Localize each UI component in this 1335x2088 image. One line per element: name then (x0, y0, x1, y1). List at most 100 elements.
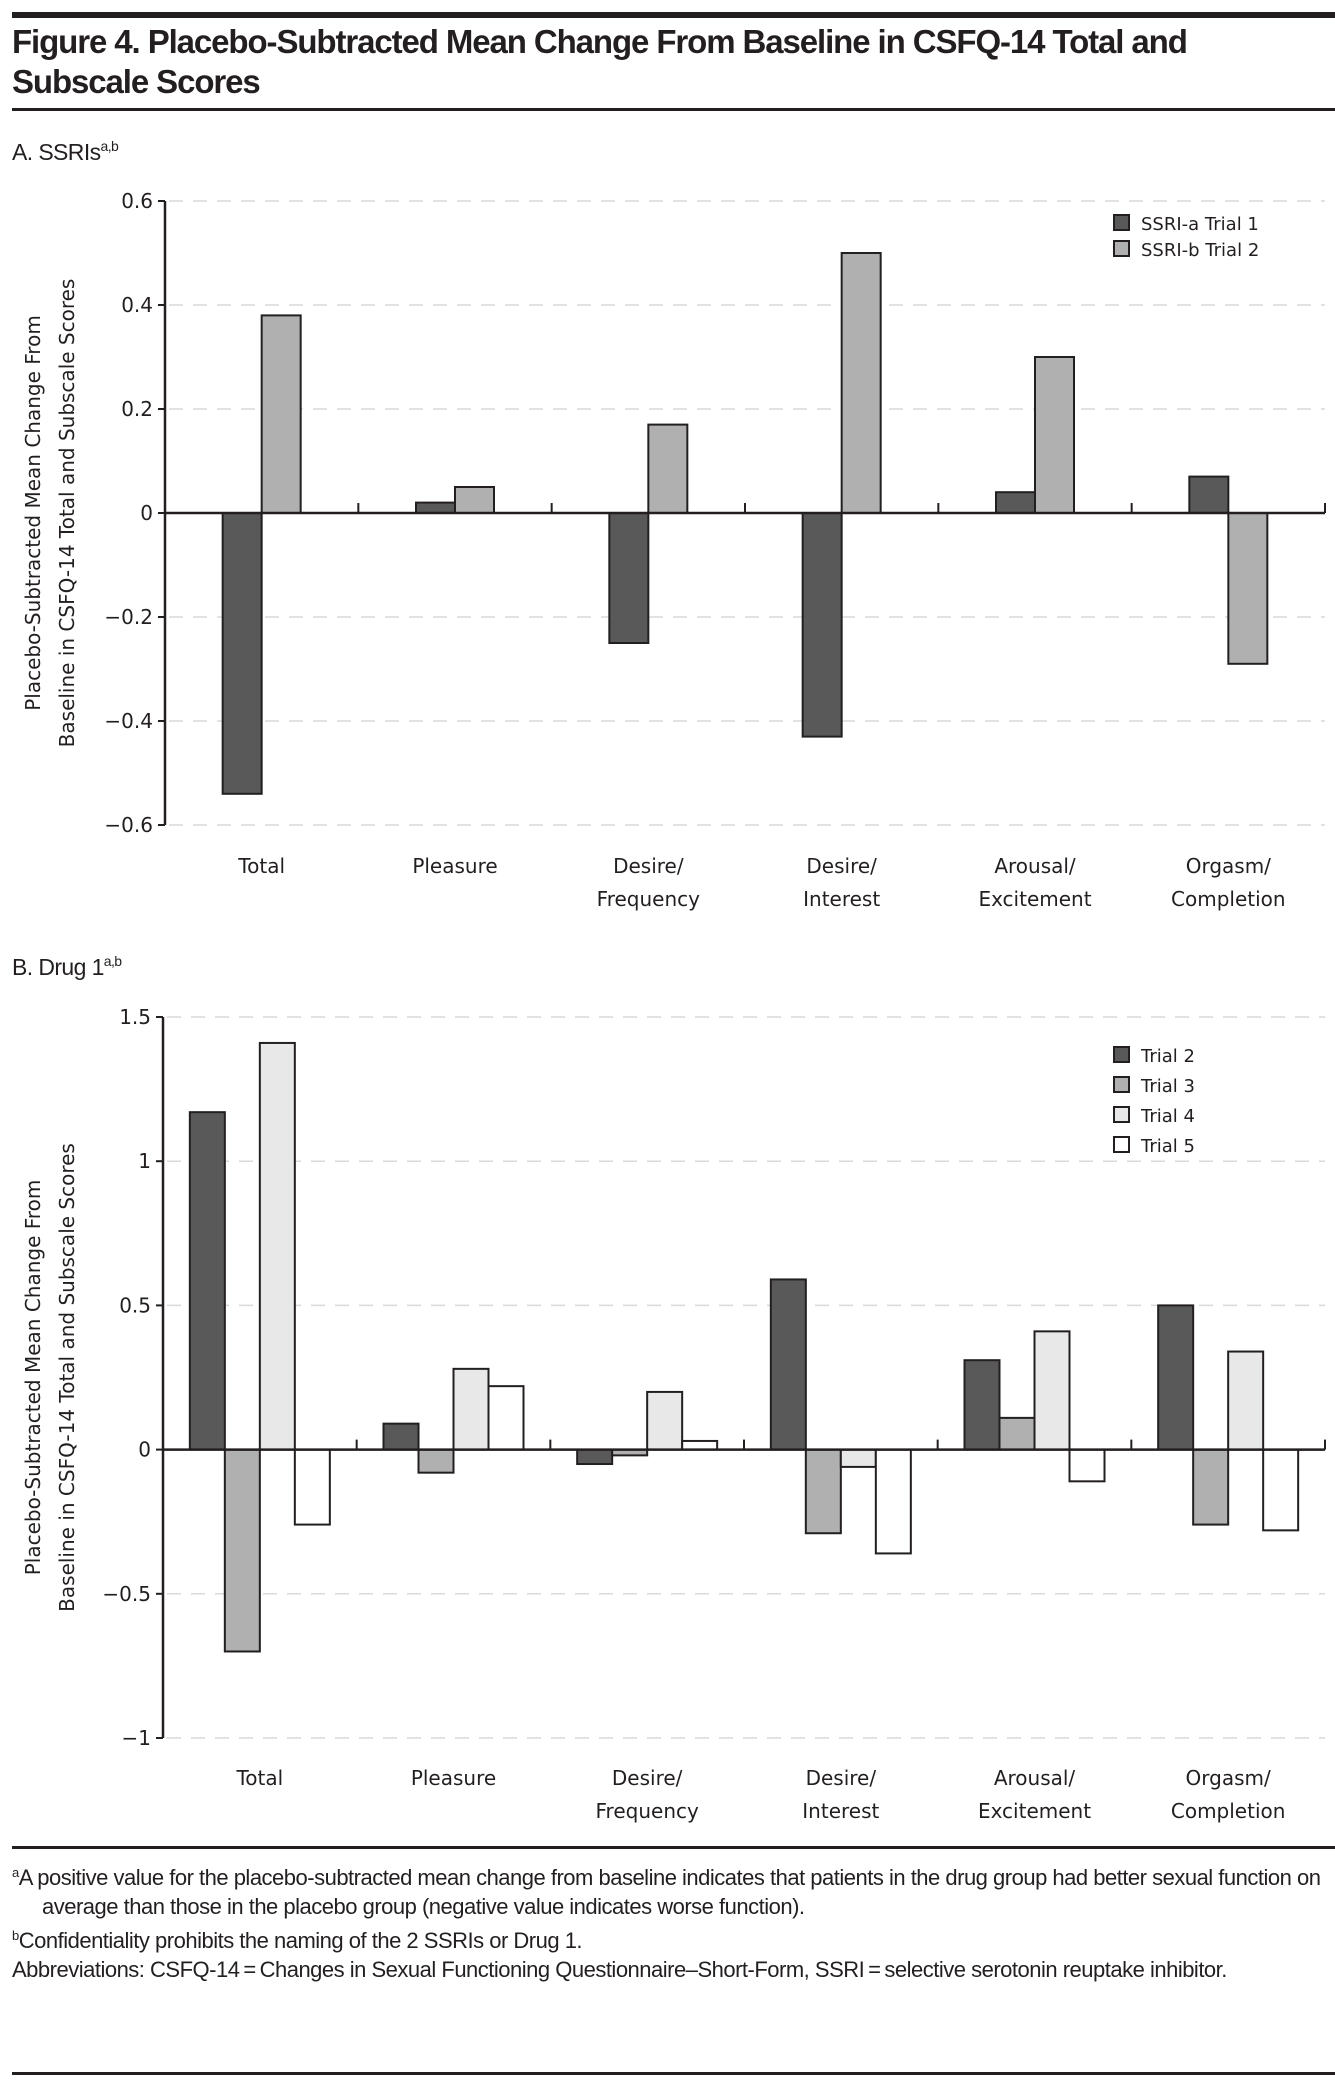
panel-b-category-label: Total (235, 1766, 283, 1790)
panel-b-label: B. Drug 1a,b (12, 953, 122, 981)
panel-a-legend-swatch (1113, 214, 1130, 231)
panel-a-y-tick-label: −0.6 (104, 813, 153, 837)
panel-a-y-tick-label: −0.4 (104, 709, 153, 733)
panel-a-y-tick-label: 0.6 (121, 189, 153, 213)
panel-b-bar-trial-2 (576, 1448, 614, 1466)
panel-a-y-tick-label: 0.2 (121, 397, 153, 421)
panel-a-bar-ssri-b-trial-2 (1227, 512, 1269, 665)
panel-a-chart: 0.6 0.4 0.2 0 −0.2 −0.4 −0.6 Placebo-Subtracted… (21, 189, 1326, 911)
panel-a-footnote-marks: a,b (100, 138, 119, 154)
footnote-b: bConfidentiality prohibits the naming of… (12, 1921, 1327, 1955)
panel-b-bar-trial-2 (382, 1422, 420, 1451)
panel-a-bar-ssri-a-trial-1 (608, 512, 650, 644)
panel-b-category-label: Frequency (596, 1799, 699, 1823)
panel-a-y-tick-label: 0.4 (121, 293, 153, 317)
panel-b-category-label: Desire/ (612, 1766, 683, 1790)
title-rule (12, 108, 1335, 111)
panel-b-y-tick-label: −0.5 (102, 1582, 151, 1606)
panel-a-category-label: Frequency (597, 887, 700, 911)
panel-a-category-label: Desire/ (806, 854, 877, 878)
footnote-rule (12, 1846, 1335, 1849)
panel-b-y-tick-label: 0.5 (119, 1293, 151, 1317)
panel-b-bar-trial-5 (293, 1448, 331, 1526)
panel-a-bar-ssri-b-trial-2 (454, 486, 495, 514)
footnote-abbreviations: Abbreviations: CSFQ-14 = Changes in Sexu… (12, 1957, 1227, 1982)
panel-b-legend-swatch (1113, 1106, 1130, 1123)
panel-b-bar-trial-2 (1157, 1304, 1195, 1451)
panel-b-category-label: Excitement (978, 1799, 1091, 1823)
panel-a-category-label: Total (237, 854, 285, 878)
panel-b-y-tick-label: 0 (138, 1438, 151, 1462)
panel-b-legend-swatch (1113, 1046, 1130, 1063)
panel-b-category-label: Desire/ (806, 1766, 877, 1790)
panel-b-bar-trial-4 (1033, 1330, 1071, 1451)
panel-a-label: A. SSRIsa,b (12, 138, 119, 166)
top-rule (12, 12, 1335, 18)
bottom-rule (12, 2072, 1335, 2075)
footnotes: aA positive value for the placebo-subtra… (12, 1858, 1327, 1984)
panel-b-category-label: Orgasm/ (1186, 1766, 1271, 1790)
panel-b-category-label: Arousal/ (994, 1766, 1076, 1790)
panel-b-bar-trial-4 (1227, 1350, 1265, 1451)
panel-b-bar-trial-5 (1068, 1448, 1106, 1483)
panel-b-category-label: Pleasure (411, 1766, 496, 1790)
panel-b-bar-trial-3 (998, 1416, 1036, 1451)
panel-a-y-tick-label: −0.2 (104, 605, 153, 629)
panel-b-bar-trial-3 (417, 1448, 455, 1474)
panel-a-bar-ssri-b-trial-2 (260, 314, 302, 514)
footnote-a: aA positive value for the placebo-subtra… (12, 1858, 1327, 1921)
panel-b-y-tick-label: 1 (138, 1149, 151, 1173)
panel-a-bar-ssri-b-trial-2 (840, 252, 882, 514)
panel-b-bar-trial-5 (681, 1439, 719, 1451)
panel-b-category-label: Completion (1171, 1799, 1286, 1823)
panel-a-category-label: Completion (1171, 887, 1286, 911)
figure-title-line-2: Subscale Scores (12, 63, 261, 100)
footnote-a-mark: a (12, 1865, 19, 1880)
footnote-b-mark: b (12, 1928, 19, 1943)
panel-b-y-tick-label: −1 (122, 1726, 151, 1750)
panel-b-legend-swatch (1113, 1136, 1130, 1153)
panel-b-legend-label: Trial 4 (1140, 1106, 1195, 1127)
panel-a-category-label: Desire/ (613, 854, 684, 878)
panel-b-y-axis-label: Baseline in CSFQ-14 Total and Subscale S… (55, 1143, 79, 1612)
panel-b-footnote-marks: a,b (103, 953, 122, 969)
panel-a-bar-ssri-a-trial-1 (801, 512, 843, 738)
panel-b-bar-trial-3 (804, 1448, 842, 1535)
panel-b-legend-label: Trial 3 (1140, 1076, 1195, 1097)
panel-b-y-tick-label: 1.5 (119, 1005, 151, 1029)
panel-b-bar-trial-5 (1262, 1448, 1300, 1532)
panel-a-label-text: A. SSRIs (12, 139, 101, 165)
panel-a-bar-ssri-b-trial-2 (647, 423, 689, 515)
panel-b-bar-trial-4 (452, 1367, 490, 1451)
panel-a-category-label: Orgasm/ (1186, 854, 1271, 878)
panel-a-category-label: Arousal/ (994, 854, 1076, 878)
panel-b-bar-trial-5 (487, 1385, 525, 1451)
panel-a-bar-ssri-b-trial-2 (1034, 356, 1075, 514)
panel-b-label-text: B. Drug 1 (12, 954, 104, 980)
panel-b-category-label: Interest (802, 1799, 879, 1823)
panel-b-legend-swatch (1113, 1076, 1130, 1093)
panel-a-category-label: Excitement (978, 887, 1091, 911)
panel-a-category-label: Interest (803, 887, 880, 911)
panel-b-bar-trial-2 (769, 1278, 807, 1451)
panel-b-bar-trial-4 (839, 1448, 877, 1468)
panel-b-bar-trial-2 (963, 1359, 1001, 1451)
panel-b-legend-label: Trial 2 (1140, 1046, 1195, 1067)
panel-b-chart: 1.5 1 0.5 0 −0.5 −1 Placebo-Subtracted Mean Ch… (21, 1005, 1326, 1823)
figure-title-line-1: Figure 4. Placebo-Subtracted Mean Change… (12, 23, 1188, 60)
panel-a-y-axis-label: Placebo-Subtracted Mean Change From (21, 315, 45, 711)
panel-b-bar-trial-3 (1192, 1448, 1230, 1526)
panel-b-bar-trial-2 (188, 1111, 226, 1451)
panel-b-bar-trial-5 (874, 1448, 912, 1555)
panel-b-bar-trial-3 (223, 1448, 261, 1653)
panel-a-y-tick-label: 0 (140, 501, 153, 525)
panel-a-legend-swatch (1113, 240, 1130, 257)
panel-b-bar-trial-4 (258, 1041, 296, 1451)
panel-a-legend-label: SSRI-b Trial 2 (1141, 240, 1259, 261)
panel-a-category-label: Pleasure (412, 854, 497, 878)
figure-title: Figure 4. Placebo-Subtracted Mean Change… (12, 22, 1332, 102)
panel-a-bar-ssri-a-trial-1 (221, 512, 263, 795)
panel-b-bar-trial-4 (646, 1390, 684, 1451)
panel-b-legend-label: Trial 5 (1140, 1136, 1195, 1157)
panel-a-legend-label: SSRI-a Trial 1 (1141, 214, 1259, 235)
